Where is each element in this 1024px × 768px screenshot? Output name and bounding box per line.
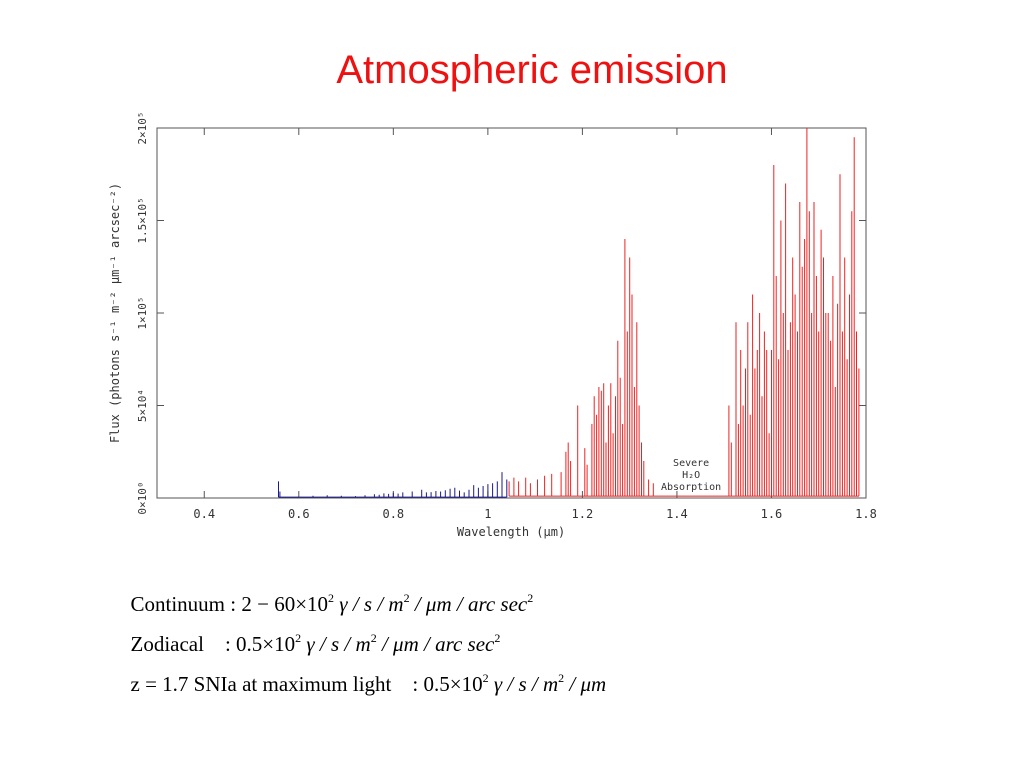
series-emission-lines [278, 472, 508, 498]
y-axis-label: Flux (photons s⁻¹ m⁻² μm⁻¹ arcsec⁻²) [108, 183, 122, 443]
series-0 [278, 472, 508, 498]
y-tick-label: 2×10⁵ [136, 111, 149, 144]
y-ticks: 0×10⁰ 5×10⁴ 1×10⁵ 1.5×10⁵ 2×10⁵ [136, 111, 866, 515]
slide-title: Atmospheric emission [336, 48, 728, 92]
equation-snia: z = 1.7 SNIa at maximum light : 0.5×102 … [130, 671, 607, 696]
series-1 [508, 128, 860, 497]
annotation-line: Absorption [661, 482, 721, 493]
equation-zodiacal: Zodiacal : 0.5×102 γ / s / m2 / μm / arc… [130, 631, 501, 656]
equation-label: z = 1.7 SNIa at maximum light : [130, 672, 419, 696]
x-tick-label: 1.8 [855, 507, 877, 521]
y-tick-label: 5×10⁴ [136, 389, 149, 422]
annotation-line: H₂O [682, 470, 700, 481]
x-tick-label: 1.2 [572, 507, 594, 521]
x-tick-label: 0.6 [288, 507, 310, 521]
x-tick-label: 1 [484, 507, 491, 521]
y-tick-label: 0×10⁰ [136, 481, 149, 514]
y-tick-label: 1×10⁵ [136, 296, 149, 329]
equation-label: Continuum : [130, 592, 237, 616]
equation-continuum: Continuum : 2 − 60×102 γ / s / m2 / μm /… [130, 591, 534, 616]
y-tick-label: 1.5×10⁵ [136, 197, 149, 243]
emission-chart: 0.4 0.6 0.8 1 1.2 1.4 1.6 1.8 0×10⁰ 5×10⁴ 1×10⁵ 1.… [108, 111, 877, 539]
x-tick-label: 0.8 [382, 507, 404, 521]
x-ticks: 0.4 0.6 0.8 1 1.2 1.4 1.6 1.8 [193, 128, 877, 521]
x-tick-label: 1.6 [761, 507, 783, 521]
x-tick-label: 0.4 [193, 507, 215, 521]
x-tick-label: 1.4 [666, 507, 688, 521]
series-emission-lines [508, 128, 860, 497]
series-layer [278, 128, 860, 498]
equation-label: Zodiacal : [130, 632, 231, 656]
annotation-line: Severe [673, 458, 709, 469]
x-axis-label: Wavelength (μm) [457, 525, 565, 539]
